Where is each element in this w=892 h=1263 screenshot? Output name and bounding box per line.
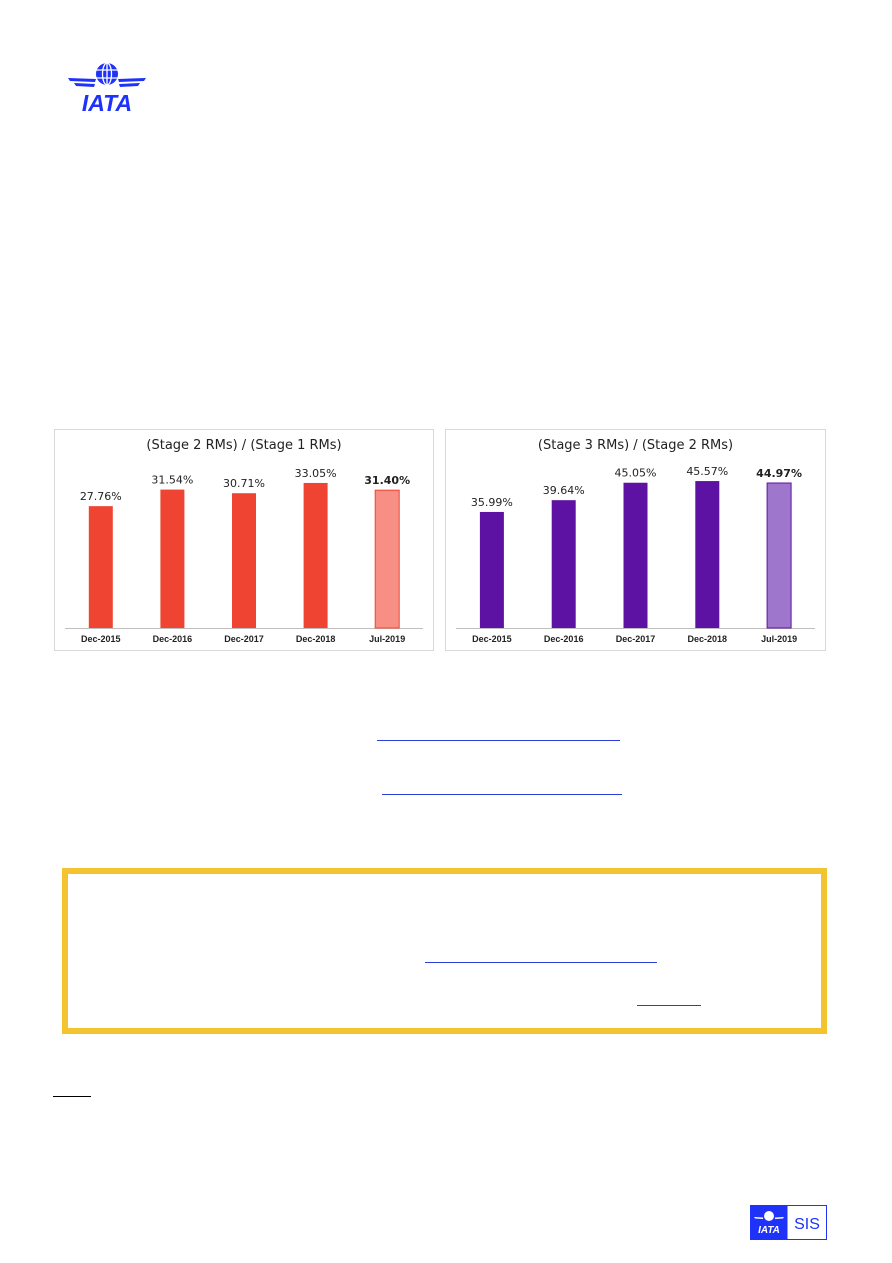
data-label: 45.05% (615, 467, 657, 480)
bar (88, 506, 113, 628)
iata-logo-icon: IATA (68, 62, 146, 116)
bar (623, 482, 648, 628)
logo-text: IATA (82, 90, 132, 116)
x-tick-label: Dec-2015 (81, 634, 121, 644)
bar (479, 511, 504, 628)
chart-plot: 35.99% Dec-2015 39.64% Dec-2016 45.05% Dec-20… (456, 465, 815, 644)
bar (303, 482, 328, 628)
footer-logo-text: IATA (758, 1225, 780, 1236)
x-tick-label: Jul-2019 (369, 634, 405, 644)
chart-title: (Stage 3 RMs) / (Stage 2 RMs) (537, 438, 734, 453)
data-label: 31.40% (364, 474, 410, 487)
data-label: 44.97% (756, 467, 802, 480)
bar (695, 481, 720, 628)
iata-logo: IATA (64, 60, 150, 116)
x-tick-label: Dec-2018 (688, 634, 728, 644)
callout-box (62, 868, 827, 1034)
data-label: 31.54% (151, 474, 193, 487)
sis-label: SIS (794, 1216, 820, 1233)
data-label: 30.71% (223, 477, 265, 490)
chart-stage2-stage1: (Stage 2 RMs) / (Stage 1 RMs) 27.76% Dec-… (54, 429, 434, 651)
chart-stage3-stage2: (Stage 3 RMs) / (Stage 2 RMs) 35.99% Dec-… (445, 429, 826, 651)
data-label: 39.64% (543, 484, 585, 497)
hyperlink-underline[interactable] (377, 740, 620, 741)
x-tick-label: Dec-2018 (296, 634, 336, 644)
note-label-underline (53, 1096, 91, 1097)
data-label: 27.76% (80, 490, 122, 503)
x-tick-label: Dec-2016 (153, 634, 193, 644)
x-tick-label: Jul-2019 (761, 634, 797, 644)
data-label: 45.57% (686, 465, 728, 478)
bar (374, 489, 400, 629)
bar (160, 489, 185, 628)
data-label: 35.99% (471, 496, 513, 509)
iata-sis-logo: IATA SIS (750, 1205, 827, 1240)
chart-title: (Stage 2 RMs) / (Stage 1 RMs) (146, 438, 342, 453)
x-tick-label: Dec-2015 (472, 634, 512, 644)
bar (551, 500, 576, 628)
x-tick-label: Dec-2016 (544, 634, 584, 644)
bar (766, 482, 792, 629)
hyperlink-underline[interactable] (382, 794, 622, 795)
chart-plot: 27.76% Dec-2015 31.54% Dec-2016 30.71% Dec-20… (65, 467, 423, 644)
x-tick-label: Dec-2017 (616, 634, 656, 644)
hyperlink-underline[interactable] (425, 962, 657, 963)
data-label: 33.05% (295, 467, 337, 480)
hyperlink-underline[interactable] (637, 1005, 701, 1006)
iata-sis-logo-icon: IATA SIS (750, 1205, 827, 1240)
bar (232, 493, 256, 628)
x-tick-label: Dec-2017 (224, 634, 264, 644)
